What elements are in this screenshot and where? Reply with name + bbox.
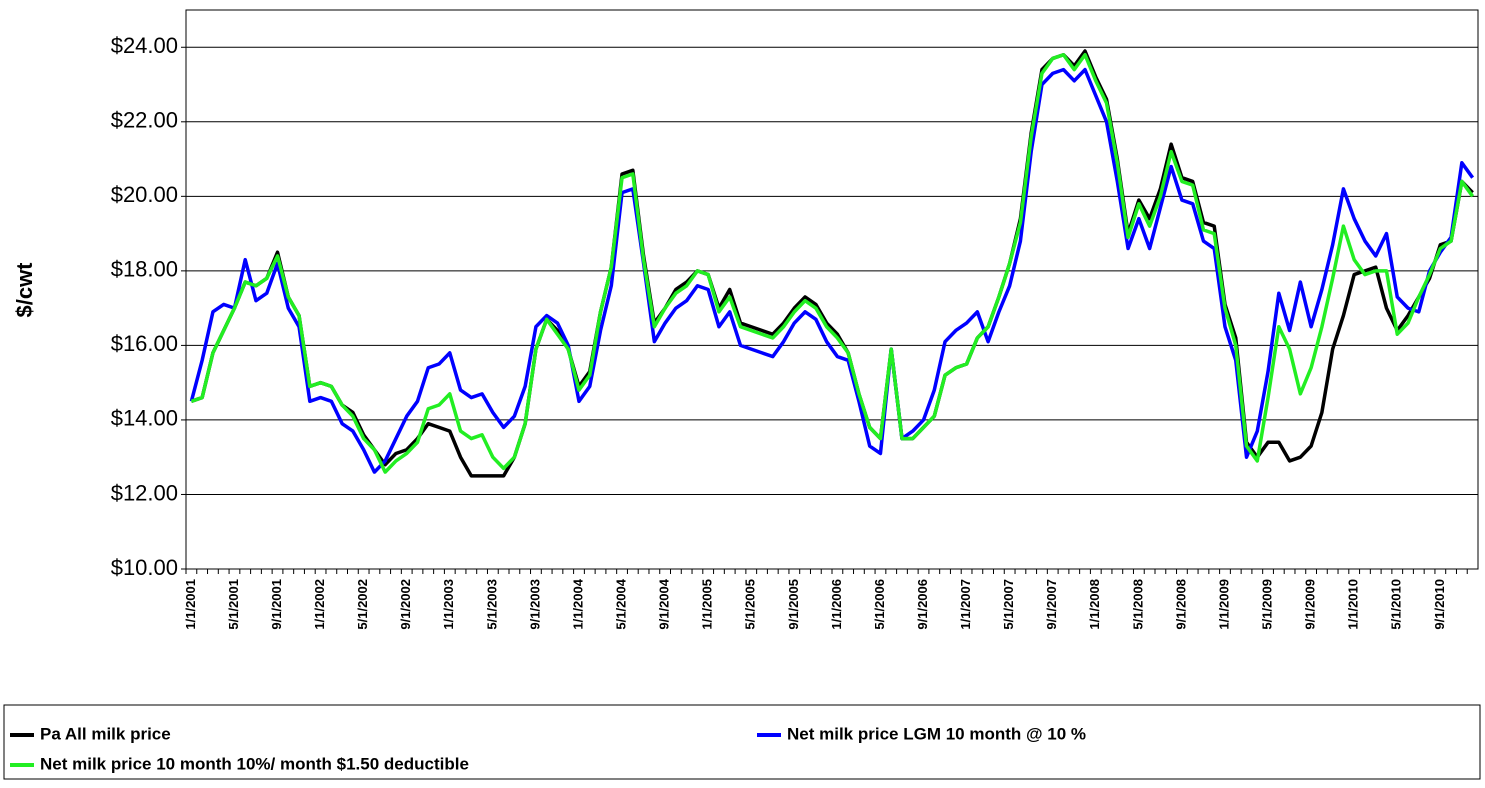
y-tick-label: $22.00 bbox=[111, 108, 178, 133]
x-tick-label: 9/1/2006 bbox=[915, 579, 930, 630]
y-tick-label: $24.00 bbox=[111, 33, 178, 58]
x-tick-label: 5/1/2003 bbox=[484, 579, 499, 630]
y-tick-label: $12.00 bbox=[111, 480, 178, 505]
series-line bbox=[189, 67, 1475, 474]
x-tick-label: 5/1/2005 bbox=[743, 579, 758, 630]
plot-area bbox=[185, 9, 1479, 570]
x-tick-label: 9/1/2002 bbox=[398, 579, 413, 630]
x-tick-label: 5/1/2010 bbox=[1389, 579, 1404, 630]
x-tick-label: 1/1/2003 bbox=[441, 579, 456, 630]
x-tick-label: 1/1/2004 bbox=[570, 578, 585, 629]
x-tick-label: 5/1/2004 bbox=[613, 578, 628, 629]
x-tick-label: 1/1/2002 bbox=[312, 579, 327, 630]
x-tick-label: 5/1/2009 bbox=[1259, 579, 1274, 630]
y-tick-label: $10.00 bbox=[111, 555, 178, 580]
x-tick-label: 1/1/2005 bbox=[700, 579, 715, 630]
x-tick-label: 9/1/2003 bbox=[527, 579, 542, 630]
series-line bbox=[190, 52, 1475, 474]
x-tick-label: 9/1/2010 bbox=[1432, 579, 1447, 630]
y-axis-label: $/cwt bbox=[12, 262, 37, 318]
y-tick-label: $20.00 bbox=[111, 182, 178, 207]
x-tick-label: 9/1/2005 bbox=[786, 579, 801, 630]
y-tick-label: $16.00 bbox=[111, 331, 178, 356]
x-tick-label: 5/1/2006 bbox=[872, 579, 887, 630]
legend-label: Net milk price LGM 10 month @ 10 % bbox=[787, 724, 1086, 743]
x-tick-label: 1/1/2007 bbox=[958, 579, 973, 630]
y-tick-label: $18.00 bbox=[111, 257, 178, 282]
x-tick-label: 1/1/2010 bbox=[1346, 579, 1361, 630]
x-tick-label: 9/1/2009 bbox=[1303, 579, 1318, 630]
x-tick-label: 5/1/2002 bbox=[355, 579, 370, 630]
legend-label: Net milk price 10 month 10%/ month $1.50… bbox=[40, 754, 469, 773]
x-tick-label: 9/1/2004 bbox=[657, 578, 672, 629]
x-tick-label: 1/1/2001 bbox=[183, 579, 198, 630]
x-tick-label: 1/1/2006 bbox=[829, 579, 844, 630]
x-tick-label: 9/1/2007 bbox=[1044, 579, 1059, 630]
legend bbox=[3, 704, 1481, 780]
x-tick-label: 1/1/2009 bbox=[1216, 579, 1231, 630]
x-tick-label: 5/1/2001 bbox=[226, 579, 241, 630]
legend-label: Pa All milk price bbox=[40, 724, 171, 743]
x-tick-label: 9/1/2001 bbox=[269, 579, 284, 630]
x-tick-label: 5/1/2008 bbox=[1130, 579, 1145, 630]
x-tick-label: 9/1/2008 bbox=[1173, 579, 1188, 630]
x-tick-label: 5/1/2007 bbox=[1001, 579, 1016, 630]
y-tick-label: $14.00 bbox=[111, 406, 178, 431]
x-tick-label: 1/1/2008 bbox=[1087, 579, 1102, 630]
